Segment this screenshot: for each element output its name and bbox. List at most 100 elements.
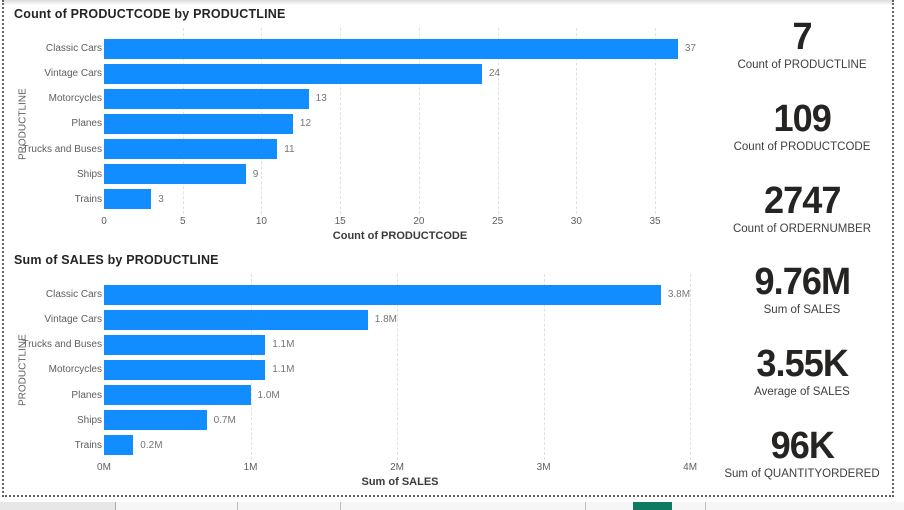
category-label: Planes <box>71 389 102 401</box>
category-label: Ships <box>76 414 102 426</box>
category-label: Trains <box>74 439 102 451</box>
bar-chart-productcode-by-productline[interactable]: Count of PRODUCTCODE by PRODUCTLINE PROD… <box>8 0 708 246</box>
category-label: Classic Cars <box>45 43 102 55</box>
y-axis-category-labels: Classic Cars Vintage Cars Trucks and Buses… <box>22 282 102 458</box>
kpi-label: Count of PRODUCTLINE <box>737 59 867 72</box>
bar-row: 12 <box>104 111 696 136</box>
bar[interactable] <box>104 88 309 109</box>
data-label: 11 <box>284 143 295 155</box>
data-label: 9 <box>252 168 259 180</box>
kpi-label: Average of SALES <box>754 386 850 399</box>
data-label: 1.0M <box>257 389 280 401</box>
bar-row: 1.0M <box>104 383 696 408</box>
bar[interactable] <box>104 435 134 456</box>
category-label: Motorcycles <box>48 364 102 376</box>
bar[interactable] <box>104 63 482 84</box>
data-label: 0.7M <box>213 414 236 426</box>
footer-divider <box>340 502 341 510</box>
y-axis-title: PRODUCTLINE <box>17 88 29 160</box>
footer-accent-block <box>633 502 672 510</box>
kpi-card-average-sales[interactable]: 3.55K Average of SALES <box>710 331 894 413</box>
bar[interactable] <box>104 139 278 160</box>
category-label: Motorcycles <box>48 93 102 105</box>
category-label: Vintage Cars <box>44 314 102 326</box>
x-tick-label: 10 <box>255 216 267 227</box>
footer-segment <box>0 502 115 510</box>
data-label: 24 <box>488 68 500 80</box>
bars: 37 24 13 12 11 9 3 <box>104 36 696 212</box>
kpi-value: 109 <box>773 98 831 140</box>
kpi-label: Sum of QUANTITYORDERED <box>724 467 880 480</box>
dashboard-canvas: Count of PRODUCTCODE by PRODUCTLINE PROD… <box>2 0 894 497</box>
footer-divider <box>115 502 116 510</box>
bar-row: 3.8M <box>104 282 696 307</box>
bar-row: 24 <box>104 61 696 86</box>
data-label: 13 <box>315 93 327 105</box>
bar[interactable] <box>104 284 661 305</box>
bar-row: 13 <box>104 86 696 111</box>
data-label: 1.1M <box>272 364 295 376</box>
bottom-strip <box>0 502 904 510</box>
bar-row: 0.2M <box>104 433 696 458</box>
data-label: 12 <box>299 118 312 130</box>
bar[interactable] <box>104 359 266 380</box>
bar[interactable] <box>104 38 678 59</box>
kpi-card-count-productline[interactable]: 7 Count of PRODUCTLINE <box>710 4 894 86</box>
bar-row: 3 <box>104 187 696 212</box>
kpi-value: 7 <box>792 16 812 59</box>
category-label: Trains <box>74 193 102 205</box>
bar[interactable] <box>104 189 152 210</box>
category-label: Planes <box>71 118 102 130</box>
kpi-label: Count of PRODUCTCODE <box>733 141 871 153</box>
y-axis-title: PRODUCTLINE <box>17 334 29 406</box>
x-tick-label: 1M <box>243 462 258 473</box>
bar-row: 11 <box>104 137 696 162</box>
x-tick-label: 5 <box>179 216 186 227</box>
kpi-card-count-ordernumber[interactable]: 2747 Count of ORDERNUMBER <box>710 167 894 249</box>
kpi-card-count-productcode[interactable]: 109 Count of PRODUCTCODE <box>710 86 894 168</box>
bar[interactable] <box>104 113 293 134</box>
category-label: Trucks and Buses <box>22 339 102 351</box>
kpi-cards-column: 7 Count of PRODUCTLINE 109 Count of PROD… <box>710 4 894 494</box>
plot-area: 37 24 13 12 11 9 3 <box>104 28 696 214</box>
x-tick-label: 2M <box>390 462 405 473</box>
x-tick-label: 15 <box>334 216 346 227</box>
bar-chart-sales-by-productline[interactable]: Sum of SALES by PRODUCTLINE PRODUCTLINE … <box>8 246 708 497</box>
kpi-card-sum-sales[interactable]: 9.76M Sum of SALES <box>710 249 894 331</box>
data-label: 3.8M <box>667 289 691 301</box>
data-label: 3 <box>158 193 164 205</box>
x-tick-label: 3M <box>536 462 551 473</box>
category-label: Classic Cars <box>45 289 102 301</box>
bar-row: 37 <box>104 36 696 61</box>
plot-area: 3.8M 1.8M 1.1M 1.1M 1.0M 0.7M 0.2M <box>104 274 696 460</box>
x-axis-title: Sum of SALES <box>361 476 439 488</box>
bar[interactable] <box>104 410 207 431</box>
bar-row: 1.1M <box>104 332 696 357</box>
footer-divider <box>705 502 706 510</box>
chart-title: Count of PRODUCTCODE by PRODUCTLINE <box>14 7 286 21</box>
category-label: Ships <box>76 168 102 180</box>
x-tick-label: 20 <box>413 216 425 227</box>
kpi-value: 96K <box>770 424 834 467</box>
kpi-card-sum-quantityordered[interactable]: 96K Sum of QUANTITYORDERED <box>710 412 894 494</box>
kpi-label: Sum of SALES <box>763 304 841 317</box>
bar-row: 1.8M <box>104 307 696 332</box>
charts-column: Count of PRODUCTCODE by PRODUCTLINE PROD… <box>8 0 708 497</box>
chart-title: Sum of SALES by PRODUCTLINE <box>14 253 219 267</box>
kpi-value: 3.55K <box>756 343 849 386</box>
x-tick-label: 4M <box>683 462 698 473</box>
bar[interactable] <box>104 334 266 355</box>
footer-divider <box>237 502 238 510</box>
bar[interactable] <box>104 309 368 330</box>
x-tick-label: 0M <box>97 462 111 473</box>
x-tick-label: 30 <box>570 216 582 227</box>
bar[interactable] <box>104 385 251 406</box>
data-label: 1.1M <box>272 339 295 351</box>
kpi-value: 9.76M <box>754 261 851 304</box>
x-tick-label: 0 <box>101 216 107 227</box>
bar[interactable] <box>104 164 246 185</box>
data-label: 0.2M <box>140 439 163 451</box>
category-label: Trucks and Buses <box>22 143 102 155</box>
x-axis-tick-labels: 0M 1M 2M 3M 4M <box>97 462 698 474</box>
